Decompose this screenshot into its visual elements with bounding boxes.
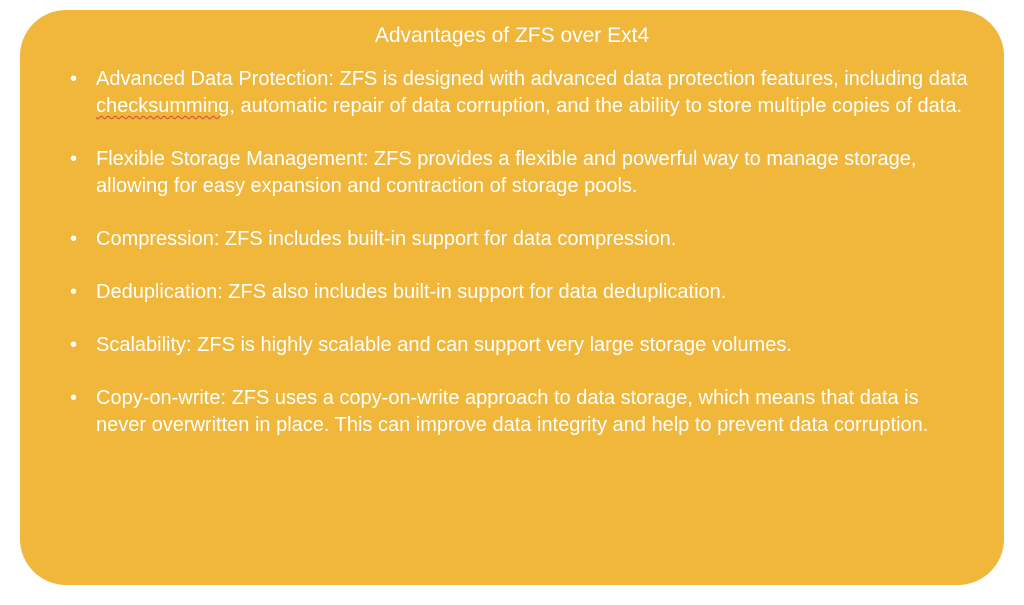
- bullet-text: Scalability: ZFS is highly scalable and …: [96, 334, 792, 356]
- spellcheck-word: checksumming: [96, 95, 229, 117]
- list-item: Copy-on-write: ZFS uses a copy-on-write …: [66, 385, 972, 439]
- bullet-text-post: , automatic repair of data corruption, a…: [229, 95, 962, 117]
- bullet-text-pre: Advanced Data Protection: ZFS is designe…: [96, 68, 968, 90]
- list-item: Scalability: ZFS is highly scalable and …: [66, 332, 972, 359]
- list-item: Compression: ZFS includes built-in suppo…: [66, 226, 972, 253]
- bullet-text: Compression: ZFS includes built-in suppo…: [96, 228, 676, 250]
- bullet-text: Deduplication: ZFS also includes built-i…: [96, 281, 726, 303]
- slide-title: Advantages of ZFS over Ext4: [52, 24, 972, 48]
- slide-card: Advantages of ZFS over Ext4 Advanced Dat…: [20, 10, 1004, 585]
- list-item: Advanced Data Protection: ZFS is designe…: [66, 66, 972, 120]
- bullet-text: Flexible Storage Management: ZFS provide…: [96, 148, 916, 197]
- list-item: Deduplication: ZFS also includes built-i…: [66, 279, 972, 306]
- bullet-text: Copy-on-write: ZFS uses a copy-on-write …: [96, 387, 928, 436]
- list-item: Flexible Storage Management: ZFS provide…: [66, 146, 972, 200]
- bullet-list: Advanced Data Protection: ZFS is designe…: [52, 66, 972, 439]
